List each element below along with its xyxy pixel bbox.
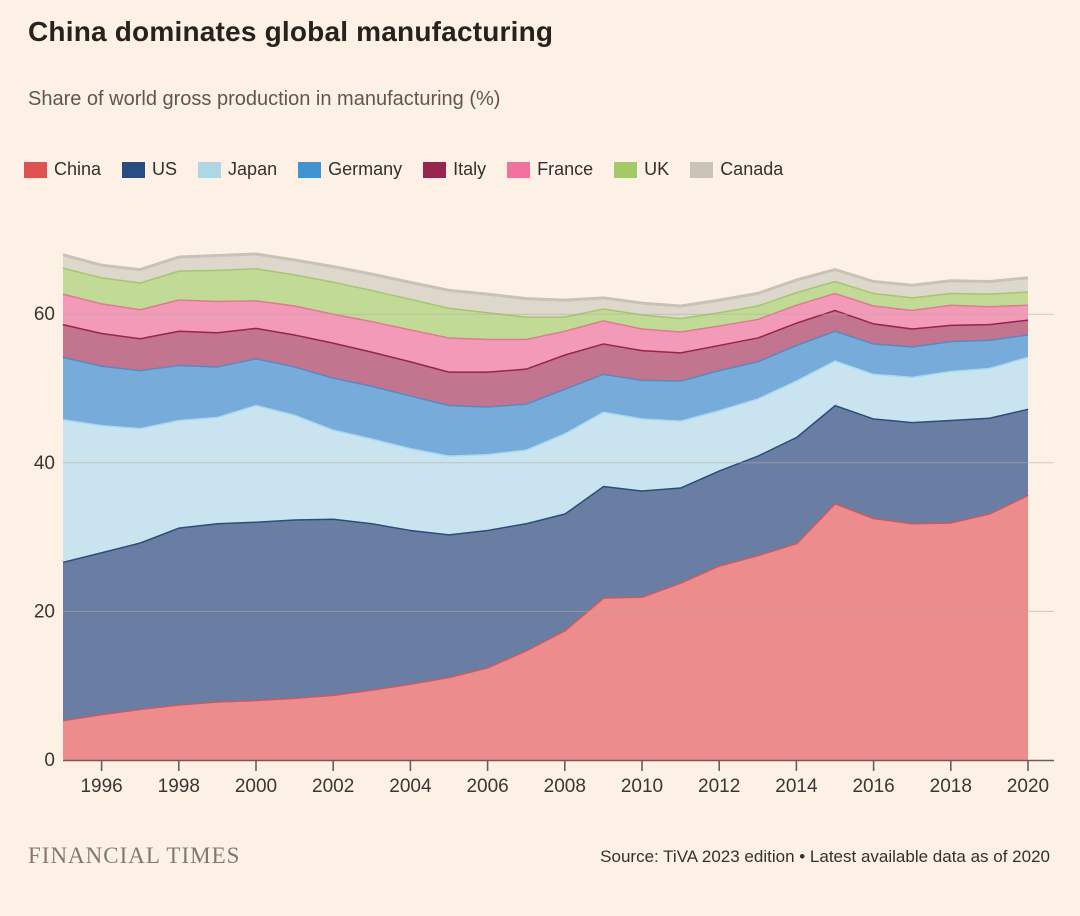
y-axis-label-60: 60 [34,304,55,325]
x-axis-label-1996: 1996 [80,776,122,797]
x-axis-label-2018: 2018 [930,776,972,797]
area-band-italy [63,309,1028,407]
legend-label: Italy [453,159,487,179]
x-axis-label-2020: 2020 [1007,776,1049,797]
legend-label: Japan [228,159,278,179]
legend-item-china: China [24,159,101,180]
area-line-germany [62,329,1029,408]
area-band-germany [63,330,1028,456]
legend-swatch [690,161,714,178]
area-band-china [63,494,1028,760]
legend-item-japan: Japan [198,159,277,180]
legend-item-us: US [122,159,177,180]
y-axis-label-40: 40 [34,453,55,474]
legend-label: UK [644,159,670,179]
legend-label: US [152,159,178,179]
x-axis-label-2002: 2002 [312,776,354,797]
ft-logo: FINANCIAL TIMES [28,843,241,868]
legend-swatch [507,161,531,178]
legend-item-germany: Germany [298,159,402,180]
area-band-us [63,404,1028,720]
legend: China US Japan Germany Italy France UK Canada [24,159,783,180]
page-title: China dominates global manufacturing [28,16,554,47]
legend-label: China [54,159,102,179]
area-band-japan [63,356,1028,562]
legend-swatch [24,161,47,178]
x-axis-label-2016: 2016 [852,776,894,797]
source-note: Source: TiVA 2023 edition • Latest avail… [600,847,1050,866]
legend-swatch [122,161,146,178]
x-axis-label-2008: 2008 [544,776,586,797]
x-axis-label-2012: 2012 [698,776,740,797]
legend-label: France [537,159,594,179]
x-axis-label-2010: 2010 [621,776,663,797]
legend-item-uk: UK [614,159,669,180]
page-subtitle: Share of world gross production in manuf… [28,88,501,110]
area-line-canada [62,252,1029,308]
area-band-uk [63,267,1028,339]
x-axis-label-2014: 2014 [775,776,818,797]
legend-item-canada: Canada [690,159,783,180]
area-band-france [63,292,1028,372]
legend-label: Germany [328,159,403,179]
legend-item-italy: Italy [423,159,486,180]
area-line-italy [62,308,1029,373]
legend-swatch [614,161,638,178]
area-band-canada [63,254,1028,318]
area-line-japan [62,355,1029,457]
x-axis-label-1998: 1998 [158,776,200,797]
legend-item-france: France [507,159,593,180]
y-axis-label-0: 0 [44,750,55,771]
x-axis-label-2006: 2006 [466,776,508,797]
area-line-us [62,403,1029,564]
area-line-france [62,291,1029,341]
y-axis-label-20: 20 [34,601,55,622]
x-axis-label-2004: 2004 [389,776,432,797]
area-line-china [62,493,1029,722]
legend-swatch [198,161,222,178]
legend-swatch [298,161,322,178]
area-line-uk [62,265,1029,320]
x-axis-label-2000: 2000 [235,776,277,797]
legend-label: Canada [720,159,784,179]
legend-swatch [423,161,447,178]
